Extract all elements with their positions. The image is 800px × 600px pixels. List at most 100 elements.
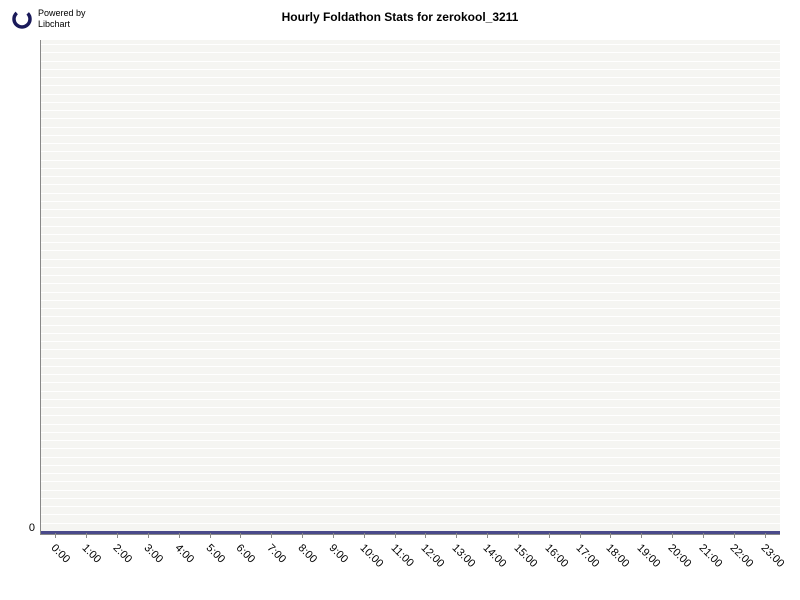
x-tick	[302, 533, 303, 538]
gridline	[41, 473, 780, 474]
gridline	[41, 374, 780, 375]
gridline	[41, 358, 780, 359]
gridline	[41, 259, 780, 260]
x-axis-label: 16:00	[542, 542, 570, 570]
gridline	[41, 209, 780, 210]
gridline	[41, 94, 780, 95]
x-axis-label: 13:00	[450, 542, 478, 570]
x-tick	[456, 533, 457, 538]
x-tick	[55, 533, 56, 538]
gridline	[41, 391, 780, 392]
gridline	[41, 160, 780, 161]
gridline	[41, 432, 780, 433]
gridline	[41, 465, 780, 466]
powered-by-label: Powered by	[38, 8, 86, 19]
gridline	[41, 151, 780, 152]
x-axis-label: 2:00	[111, 542, 135, 566]
x-tick	[765, 533, 766, 538]
gridline	[41, 52, 780, 53]
x-axis-label: 7:00	[265, 542, 289, 566]
gridline	[41, 481, 780, 482]
gridline	[41, 308, 780, 309]
x-tick	[240, 533, 241, 538]
x-tick	[703, 533, 704, 538]
gridline	[41, 407, 780, 408]
x-tick	[364, 533, 365, 538]
gridline	[41, 176, 780, 177]
x-tick	[518, 533, 519, 538]
gridline	[41, 506, 780, 507]
gridline	[41, 457, 780, 458]
x-axis-label: 22:00	[727, 542, 755, 570]
x-axis-label: 20:00	[666, 542, 694, 570]
gridline	[41, 349, 780, 350]
chart-title: Hourly Foldathon Stats for zerokool_3211	[282, 10, 519, 24]
x-axis-label: 17:00	[573, 542, 601, 570]
gridline	[41, 250, 780, 251]
gridline	[41, 440, 780, 441]
gridline	[41, 399, 780, 400]
x-axis-label: 6:00	[234, 542, 258, 566]
x-axis-label: 23:00	[758, 542, 786, 570]
logo-text: Powered by Libchart	[38, 8, 86, 30]
gridline	[41, 201, 780, 202]
gridline	[41, 77, 780, 78]
gridline	[41, 514, 780, 515]
x-axis-label: 4:00	[172, 542, 196, 566]
gridline	[41, 69, 780, 70]
x-axis-label: 0:00	[49, 542, 73, 566]
gridline	[41, 333, 780, 334]
gridline	[41, 127, 780, 128]
gridline	[41, 300, 780, 301]
x-tick	[610, 533, 611, 538]
gridlines	[41, 40, 780, 534]
x-axis-label: 12:00	[419, 542, 447, 570]
x-tick	[641, 533, 642, 538]
gridline	[41, 316, 780, 317]
gridline	[41, 85, 780, 86]
x-tick	[117, 533, 118, 538]
gridline	[41, 275, 780, 276]
gridline	[41, 498, 780, 499]
x-axis-label: 11:00	[388, 542, 415, 569]
gridline	[41, 448, 780, 449]
libchart-name: Libchart	[38, 19, 86, 30]
gridline	[41, 61, 780, 62]
x-tick	[86, 533, 87, 538]
x-axis-label: 8:00	[296, 542, 320, 566]
gridline	[41, 382, 780, 383]
gridline	[41, 135, 780, 136]
gridline	[41, 341, 780, 342]
x-axis-label: 18:00	[604, 542, 632, 570]
x-tick	[549, 533, 550, 538]
x-tick	[210, 533, 211, 538]
gridline	[41, 267, 780, 268]
gridline	[41, 366, 780, 367]
gridline	[41, 44, 780, 45]
x-tick	[148, 533, 149, 538]
x-axis-label: 15:00	[511, 542, 539, 570]
x-tick	[672, 533, 673, 538]
x-axis-label: 1:00	[80, 542, 104, 566]
chart-baseline	[41, 531, 780, 534]
gridline	[41, 325, 780, 326]
x-axis-label: 3:00	[141, 542, 165, 566]
x-axis-label: 5:00	[203, 542, 227, 566]
x-axis-label: 21:00	[696, 542, 724, 570]
gridline	[41, 490, 780, 491]
gridline	[41, 523, 780, 524]
gridline	[41, 415, 780, 416]
libchart-logo-icon	[12, 9, 32, 29]
gridline	[41, 226, 780, 227]
chart-plot-area: 0	[40, 40, 780, 535]
x-tick	[487, 533, 488, 538]
x-tick	[271, 533, 272, 538]
x-axis-label: 19:00	[635, 542, 663, 570]
x-axis-label: 9:00	[326, 542, 350, 566]
x-axis-label: 14:00	[481, 542, 509, 570]
gridline	[41, 292, 780, 293]
gridline	[41, 118, 780, 119]
x-axis-label: 10:00	[357, 542, 385, 570]
logo-section: Powered by Libchart	[12, 8, 86, 30]
x-tick	[580, 533, 581, 538]
